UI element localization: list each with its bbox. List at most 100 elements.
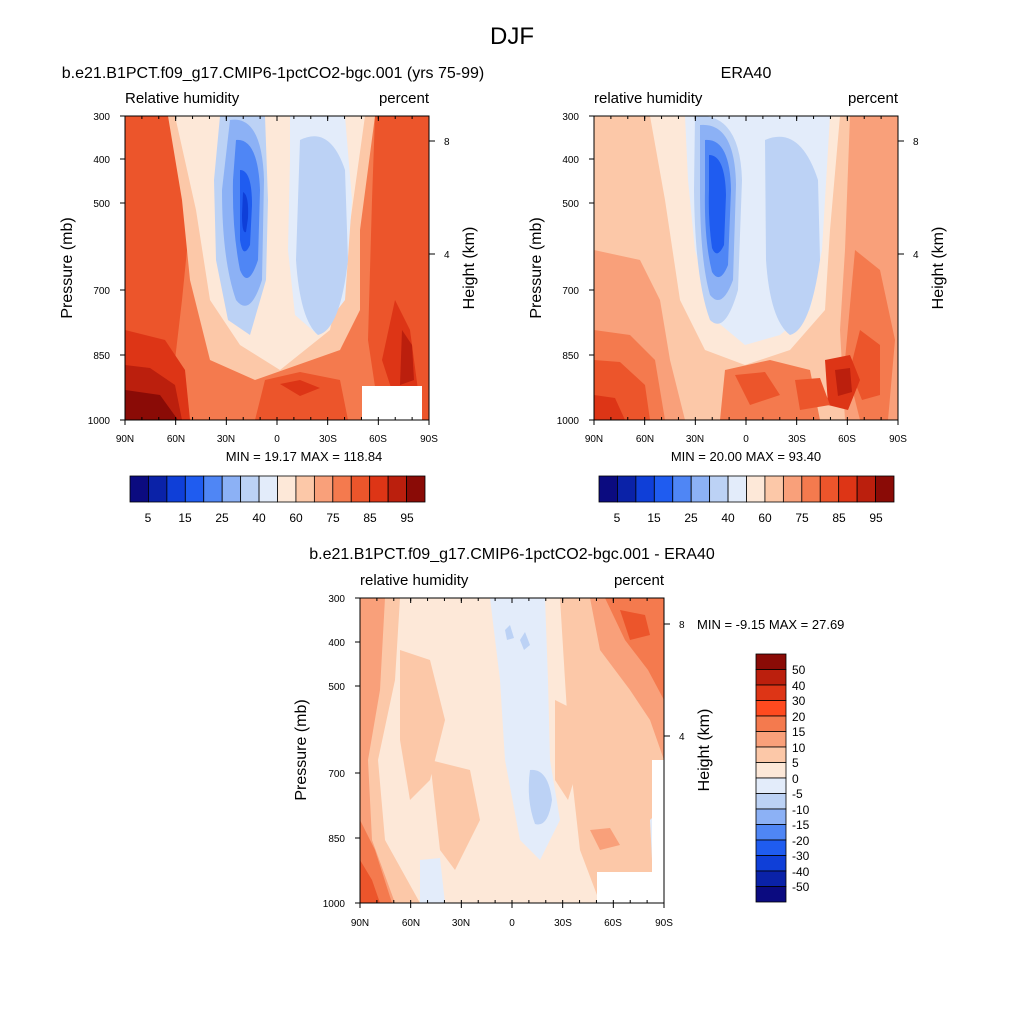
axis-ticks [589, 115, 904, 425]
colorbar-labels: 50 40 30 20 15 10 5 0 -5 -10 -15 -20 -30… [792, 663, 810, 894]
colorbar-labels: 5 15 25 40 60 75 85 95 [614, 511, 883, 525]
x-tick-label: 60N [636, 434, 654, 445]
y-tick-label: 1000 [323, 899, 346, 910]
min-max-stats: MIN = -9.15 MAX = 27.69 [697, 617, 844, 632]
x-tick-label: 90N [351, 918, 369, 929]
colorbar-swatch [653, 475, 674, 503]
colorbar-label: 15 [792, 725, 806, 739]
y-axis-label: Pressure (mb) [59, 217, 76, 318]
y2-tick-label: 8 [679, 620, 685, 631]
colorbar-label: 95 [400, 511, 414, 525]
colorbar-label: 5 [145, 511, 152, 525]
colorbar-swatch [755, 762, 787, 779]
axis-ticks [120, 115, 435, 425]
y2-tick-label: 8 [913, 137, 919, 148]
colorbar-swatch [755, 824, 787, 841]
colorbar-swatch [617, 475, 637, 503]
x-tick-labels: 90N 60N 30N 0 30S 60S 90S [585, 434, 907, 445]
x-tick-label: 30S [788, 434, 806, 445]
y-tick-labels: 300 400 500 700 850 1000 [323, 594, 346, 910]
y-tick-label: 850 [93, 351, 110, 362]
colorbar-label: 75 [326, 511, 340, 525]
y-tick-label: 400 [562, 155, 579, 166]
x-tick-label: 60S [838, 434, 856, 445]
colorbar-label: 5 [614, 511, 621, 525]
colorbar-label: 15 [647, 511, 661, 525]
x-tick-label: 90N [585, 434, 603, 445]
colorbar-label: 50 [792, 663, 806, 677]
colorbar-label: 10 [792, 741, 806, 755]
axis-ticks [355, 597, 670, 908]
colorbar-swatch [875, 475, 895, 503]
y-tick-label: 300 [562, 112, 579, 123]
x-tick-label: 0 [743, 434, 749, 445]
colorbar-swatch [856, 475, 876, 503]
y-tick-label: 500 [93, 199, 110, 210]
colorbar-swatch [755, 793, 787, 810]
colorbar-label: 60 [758, 511, 772, 525]
colorbar-swatch [755, 653, 787, 670]
colorbar-label: 60 [289, 511, 303, 525]
colorbar-swatch [598, 475, 618, 503]
y2-tick-labels: 8 4 [913, 137, 919, 261]
y-tick-label: 300 [93, 112, 110, 123]
colorbar-swatch [764, 475, 784, 503]
colorbar [129, 475, 426, 503]
min-max-stats: MIN = 20.00 MAX = 93.40 [671, 449, 821, 464]
x-tick-label: 0 [509, 918, 515, 929]
colorbar-label: 20 [792, 710, 806, 724]
colorbar-swatch [332, 475, 352, 503]
colorbar-swatch [295, 475, 315, 503]
x-tick-label: 60N [402, 918, 420, 929]
y2-tick-label: 4 [913, 250, 919, 261]
colorbar-label: 0 [792, 772, 799, 786]
y2-tick-labels: 8 4 [679, 620, 685, 743]
colorbar-swatch [690, 475, 711, 503]
colorbar-label: 75 [795, 511, 809, 525]
x-tick-label: 90S [420, 434, 438, 445]
colorbar-swatch [166, 475, 186, 503]
units-label: percent [614, 572, 665, 589]
y2-axis-label: Height (km) [461, 227, 478, 310]
colorbar-swatch [755, 839, 787, 856]
colorbar-swatch [727, 475, 747, 503]
colorbar-label: -20 [792, 834, 810, 848]
contour-field [125, 116, 429, 420]
colorbar-label: 85 [363, 511, 377, 525]
colorbar-swatch [755, 870, 787, 887]
colorbar-label: 25 [684, 511, 698, 525]
colorbar-swatch [755, 777, 787, 794]
panel-title: b.e21.B1PCT.f09_g17.CMIP6-1pctCO2-bgc.00… [62, 65, 484, 82]
colorbar-swatch [755, 715, 787, 732]
contour-field [360, 598, 664, 903]
colorbar-swatch [755, 731, 787, 748]
colorbar-swatch [148, 475, 168, 503]
y2-tick-label: 4 [679, 732, 685, 743]
colorbar-swatch [755, 886, 787, 903]
contour-field [594, 116, 898, 420]
colorbar-label: 95 [869, 511, 883, 525]
colorbar-swatch [350, 475, 371, 503]
panel-difference: b.e21.B1PCT.f09_g17.CMIP6-1pctCO2-bgc.00… [293, 546, 844, 929]
colorbar-swatch [369, 475, 389, 503]
y-tick-label: 400 [93, 155, 110, 166]
colorbar-swatch [240, 475, 260, 503]
colorbar-label: 30 [792, 694, 806, 708]
x-tick-label: 60S [604, 918, 622, 929]
colorbar [598, 475, 895, 503]
x-tick-label: 90S [889, 434, 907, 445]
colorbar-labels: 5 15 25 40 60 75 85 95 [145, 511, 414, 525]
y-tick-label: 850 [328, 834, 345, 845]
colorbar-swatch [819, 475, 840, 503]
colorbar-label: 40 [252, 511, 266, 525]
colorbar-swatch [755, 808, 787, 825]
colorbar-swatch [755, 855, 787, 872]
colorbar-swatch [746, 475, 766, 503]
y-tick-label: 700 [562, 286, 579, 297]
colorbar-swatch [755, 746, 787, 763]
figure-title: DJF [490, 23, 534, 50]
colorbar-swatch [838, 475, 858, 503]
colorbar-swatch [755, 669, 787, 686]
colorbar-swatch [184, 475, 205, 503]
colorbar-label: 40 [792, 679, 806, 693]
